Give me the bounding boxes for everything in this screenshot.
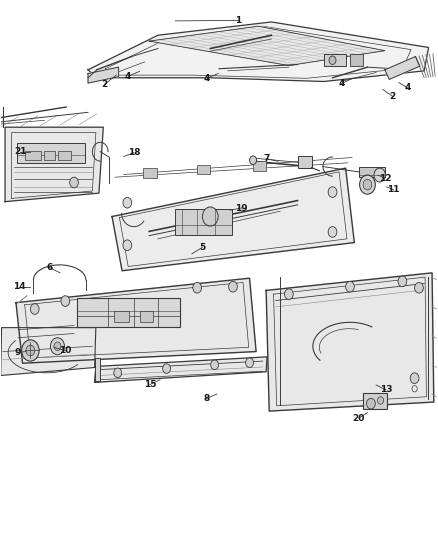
Bar — [363, 393, 387, 409]
Bar — [58, 151, 71, 160]
Polygon shape — [112, 168, 354, 271]
Circle shape — [50, 338, 64, 355]
Polygon shape — [266, 273, 434, 411]
Circle shape — [162, 364, 170, 373]
Text: 2: 2 — [102, 79, 108, 88]
Bar — [25, 151, 41, 160]
Circle shape — [328, 227, 337, 237]
Bar — [297, 157, 311, 168]
Text: 11: 11 — [387, 185, 400, 195]
Bar — [17, 143, 85, 163]
Circle shape — [328, 187, 337, 197]
Bar — [140, 311, 152, 322]
Text: 4: 4 — [125, 71, 131, 80]
Circle shape — [398, 276, 407, 287]
Text: 12: 12 — [379, 174, 391, 183]
Circle shape — [70, 177, 78, 188]
Circle shape — [374, 168, 385, 182]
Polygon shape — [95, 357, 267, 382]
Polygon shape — [1, 328, 96, 375]
Polygon shape — [16, 278, 256, 364]
Circle shape — [360, 175, 375, 194]
Text: 15: 15 — [144, 380, 156, 389]
Circle shape — [61, 296, 70, 306]
Circle shape — [123, 240, 132, 251]
Polygon shape — [88, 22, 428, 82]
Circle shape — [367, 398, 375, 409]
Text: 9: 9 — [14, 348, 21, 357]
Bar — [77, 298, 180, 327]
Circle shape — [346, 281, 354, 292]
Polygon shape — [5, 127, 103, 201]
Circle shape — [123, 197, 132, 208]
Circle shape — [21, 340, 39, 361]
Text: 1: 1 — [236, 16, 242, 25]
Bar — [114, 311, 130, 322]
Bar — [95, 358, 100, 381]
Bar — [197, 165, 210, 174]
Polygon shape — [149, 26, 385, 66]
Text: 7: 7 — [263, 154, 269, 163]
Text: 13: 13 — [380, 385, 392, 394]
Circle shape — [246, 358, 254, 368]
Bar — [324, 54, 346, 66]
Circle shape — [250, 156, 257, 165]
Circle shape — [202, 207, 218, 226]
Circle shape — [54, 342, 61, 351]
Circle shape — [378, 397, 384, 404]
Text: 4: 4 — [338, 79, 344, 88]
Bar — [359, 166, 385, 177]
Circle shape — [26, 345, 35, 356]
Circle shape — [415, 282, 424, 293]
Bar — [175, 209, 232, 235]
Circle shape — [229, 281, 237, 292]
Text: 6: 6 — [46, 263, 53, 272]
Bar — [143, 168, 156, 177]
Bar — [253, 161, 266, 171]
Text: 8: 8 — [204, 394, 210, 403]
Text: 21: 21 — [14, 147, 27, 156]
Circle shape — [30, 304, 39, 314]
Text: 5: 5 — [199, 243, 205, 252]
Circle shape — [410, 373, 419, 383]
Text: 2: 2 — [390, 92, 396, 101]
Polygon shape — [88, 67, 119, 83]
Circle shape — [193, 282, 201, 293]
Circle shape — [285, 289, 293, 300]
Bar — [350, 54, 363, 66]
Polygon shape — [385, 56, 420, 79]
Text: 20: 20 — [353, 414, 365, 423]
Text: 19: 19 — [235, 204, 248, 213]
Text: 4: 4 — [204, 74, 210, 83]
Circle shape — [211, 360, 219, 369]
Text: 14: 14 — [13, 282, 25, 291]
Text: 18: 18 — [127, 148, 140, 157]
Circle shape — [329, 56, 336, 64]
Bar — [44, 151, 55, 160]
Text: 4: 4 — [404, 83, 411, 92]
Circle shape — [363, 179, 372, 190]
Text: 10: 10 — [59, 346, 71, 355]
Circle shape — [114, 368, 122, 377]
Bar — [299, 158, 312, 168]
